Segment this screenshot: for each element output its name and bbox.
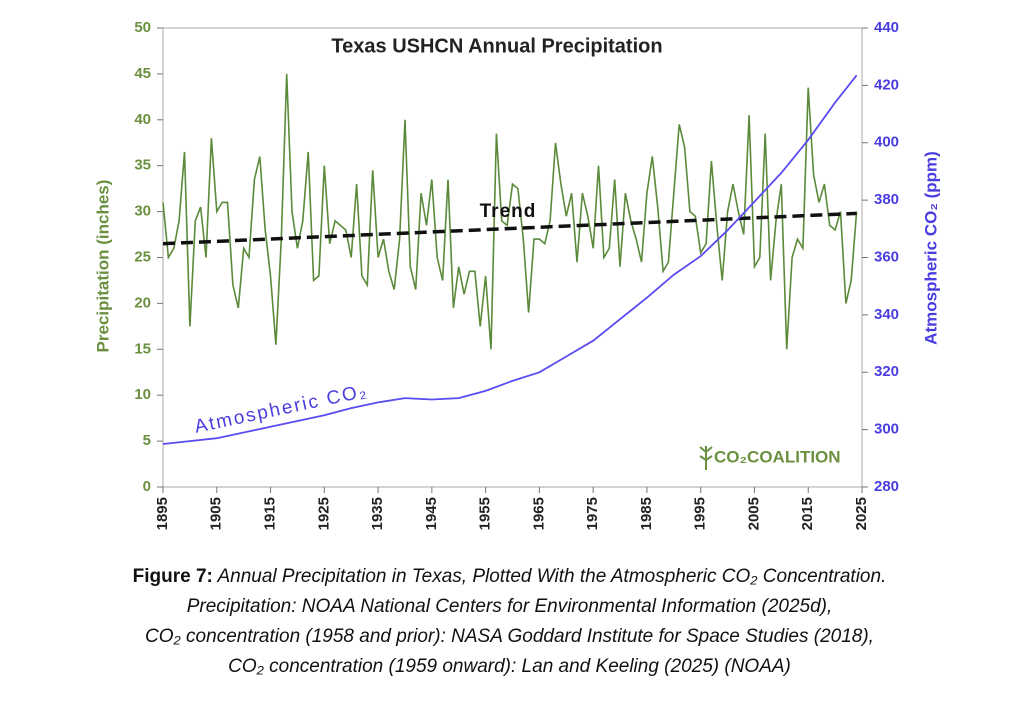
caption-line: CO₂ concentration (1958 and prior): NASA… xyxy=(145,626,874,647)
y-tick-label: 15 xyxy=(134,340,151,357)
y-tick-label: 30 xyxy=(134,203,151,220)
series-label: Atmospheric CO₂ xyxy=(193,381,370,438)
x-tick-label: 1905 xyxy=(208,497,225,530)
x-tick-label: 1915 xyxy=(262,497,279,530)
y2-axis-label: Atmospheric CO₂ (ppm) xyxy=(921,151,940,345)
chart: Texas USHCN Annual Precipitation Precipi… xyxy=(93,19,940,530)
y-tick-label: 40 xyxy=(134,111,151,128)
x-tick-label: 1935 xyxy=(369,497,386,530)
series-line xyxy=(162,211,857,246)
y-tick-label: 45 xyxy=(134,65,151,82)
y2-tick-label: 300 xyxy=(874,421,899,438)
caption-text: Annual Precipitation in Texas, Plotted W… xyxy=(217,566,887,587)
y2-tick-label: 340 xyxy=(874,306,899,323)
chart-title: Texas USHCN Annual Precipitation xyxy=(331,35,662,57)
logo: CO₂COALITION xyxy=(699,446,841,470)
y2-tick-label: 360 xyxy=(874,248,899,265)
y-tick-label: 5 xyxy=(143,432,151,449)
caption-line: CO₂ concentration (1959 onward): Lan and… xyxy=(228,656,791,677)
y-axis-label: Precipitation (inches) xyxy=(93,180,112,353)
x-tick-label: 1965 xyxy=(530,497,547,530)
x-tick-label: 1985 xyxy=(638,497,655,530)
logo-text: CO₂COALITION xyxy=(714,447,841,466)
y-tick-label: 50 xyxy=(134,19,151,36)
y2-tick-label: 400 xyxy=(874,134,899,151)
caption-line: Precipitation: NOAA National Centers for… xyxy=(186,596,833,617)
x-tick-label: 1945 xyxy=(423,497,440,530)
series-line xyxy=(162,73,858,350)
caption-label: Figure 7: xyxy=(132,566,213,587)
x-tick-label: 2015 xyxy=(799,497,816,530)
series-line xyxy=(162,74,858,445)
x-tick-label: 1895 xyxy=(154,497,171,530)
x-tick-label: 1955 xyxy=(477,497,494,530)
y2-tick-label: 320 xyxy=(874,363,899,380)
y-tick-label: 25 xyxy=(134,248,151,265)
y2-tick-label: 440 xyxy=(874,19,899,36)
x-tick-label: 2025 xyxy=(853,497,870,530)
x-tick-label: 2005 xyxy=(745,497,762,530)
y2-tick-label: 380 xyxy=(874,191,899,208)
series-label: Trend xyxy=(480,201,537,222)
y-tick-label: 20 xyxy=(134,294,151,311)
x-tick-label: 1925 xyxy=(315,497,332,530)
x-tick-label: 1975 xyxy=(584,497,601,530)
y-tick-label: 10 xyxy=(134,386,151,403)
logo-tree xyxy=(699,446,713,470)
x-tick-label: 1995 xyxy=(692,497,709,530)
y-tick-label: 0 xyxy=(143,478,151,495)
caption-line: Figure 7: Annual Precipitation in Texas,… xyxy=(0,562,1019,592)
y2-tick-label: 280 xyxy=(874,478,899,495)
y-tick-label: 35 xyxy=(134,157,151,174)
y2-tick-label: 420 xyxy=(874,76,899,93)
